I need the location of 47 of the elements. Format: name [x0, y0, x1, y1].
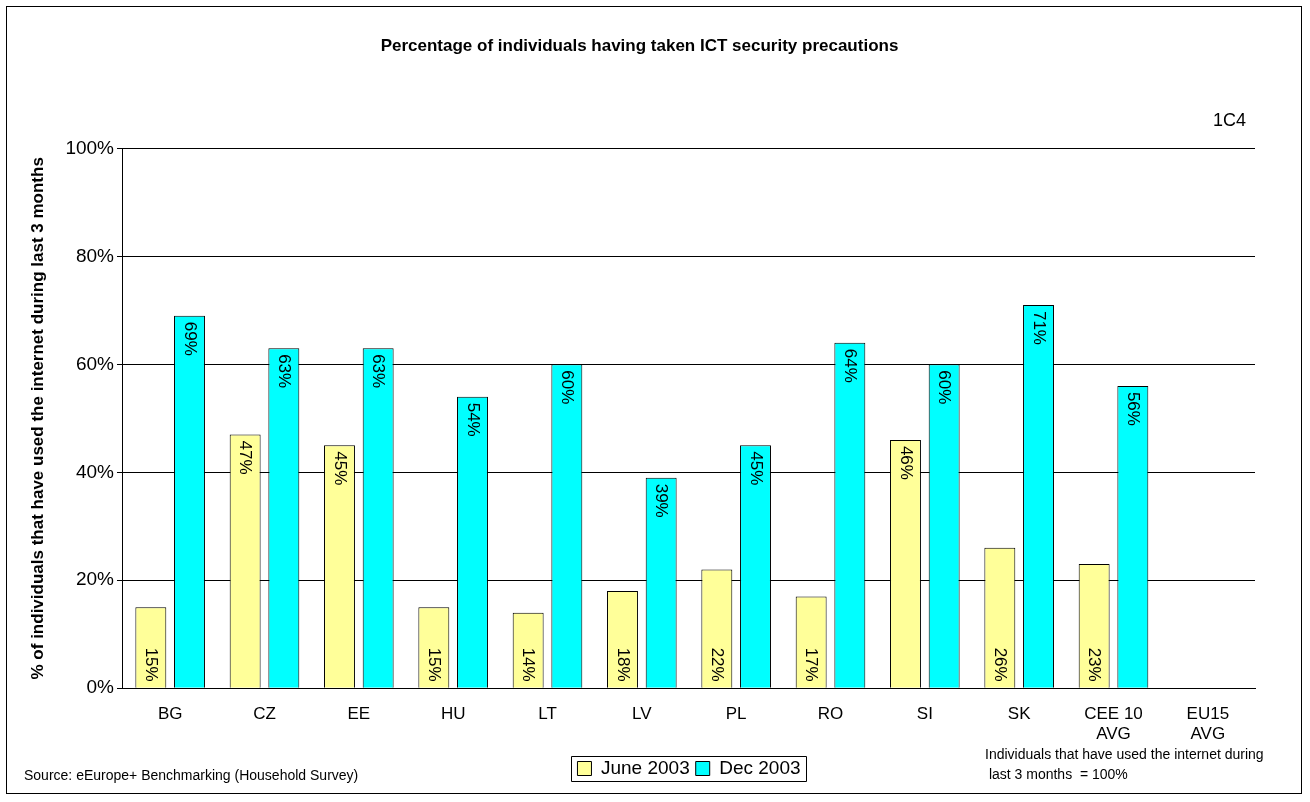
x-tick-label: HU: [440, 704, 466, 724]
data-label: 71%: [1029, 310, 1049, 345]
data-label: 69%: [180, 321, 200, 356]
text: Individuals that have used the internet during last 3 months = 100%: [985, 745, 1264, 782]
data-label: 23%: [1085, 647, 1105, 682]
data-label: 15%: [142, 647, 162, 682]
x-tick-label: CZ: [253, 704, 276, 724]
text: 1C4: [1212, 109, 1246, 130]
data-label: 47%: [236, 440, 256, 475]
x-tick-label: BG: [157, 704, 183, 724]
y-tick-label: 40%: [75, 460, 115, 482]
data-label: 64%: [841, 348, 861, 383]
data-label: 63%: [369, 354, 389, 389]
x-tick-label: EU15 AVG: [1186, 704, 1230, 744]
legend-label: June 2003: [600, 756, 690, 778]
y-tick-label: 60%: [75, 352, 115, 374]
data-label: 54%: [463, 402, 483, 437]
data-label: 45%: [330, 451, 350, 486]
data-label: 18%: [613, 647, 633, 682]
y-tick-label: 80%: [75, 244, 115, 266]
data-label: 26%: [991, 647, 1011, 682]
y-axis-title: % of individuals that have used the internet during last 3 months: [27, 157, 47, 680]
x-tick-label: CEE 10 AVG: [1084, 704, 1143, 744]
data-label: 39%: [652, 483, 672, 518]
x-tick-label: SI: [916, 704, 933, 724]
y-tick-label: 100%: [65, 136, 115, 158]
x-tick-label: EE: [347, 704, 371, 724]
x-tick-label: LT: [538, 704, 557, 724]
data-label: 22%: [708, 647, 728, 682]
data-label: 60%: [935, 370, 955, 405]
x-tick-label: PL: [725, 704, 747, 724]
data-label: 63%: [275, 354, 295, 389]
data-label: 45%: [746, 451, 766, 486]
data-label: 15%: [425, 647, 445, 682]
y-tick-label: 0%: [86, 676, 115, 698]
x-tick-label: LV: [632, 704, 653, 724]
source-note: Source: eEurope+ Benchmarking (Household Survey): [24, 766, 359, 783]
data-label: 46%: [896, 445, 916, 480]
y-tick-label: 20%: [75, 568, 115, 590]
x-tick-label: SK: [1007, 704, 1032, 724]
x-tick-label: RO: [817, 704, 844, 724]
data-label: 56%: [1124, 391, 1144, 426]
data-label: 17%: [802, 647, 822, 682]
data-label: 60%: [558, 370, 578, 405]
chart-title: Percentage of individuals having taken ICT security precautions: [380, 35, 899, 55]
data-label: 14%: [519, 647, 539, 682]
legend-label: Dec 2003: [719, 756, 801, 778]
